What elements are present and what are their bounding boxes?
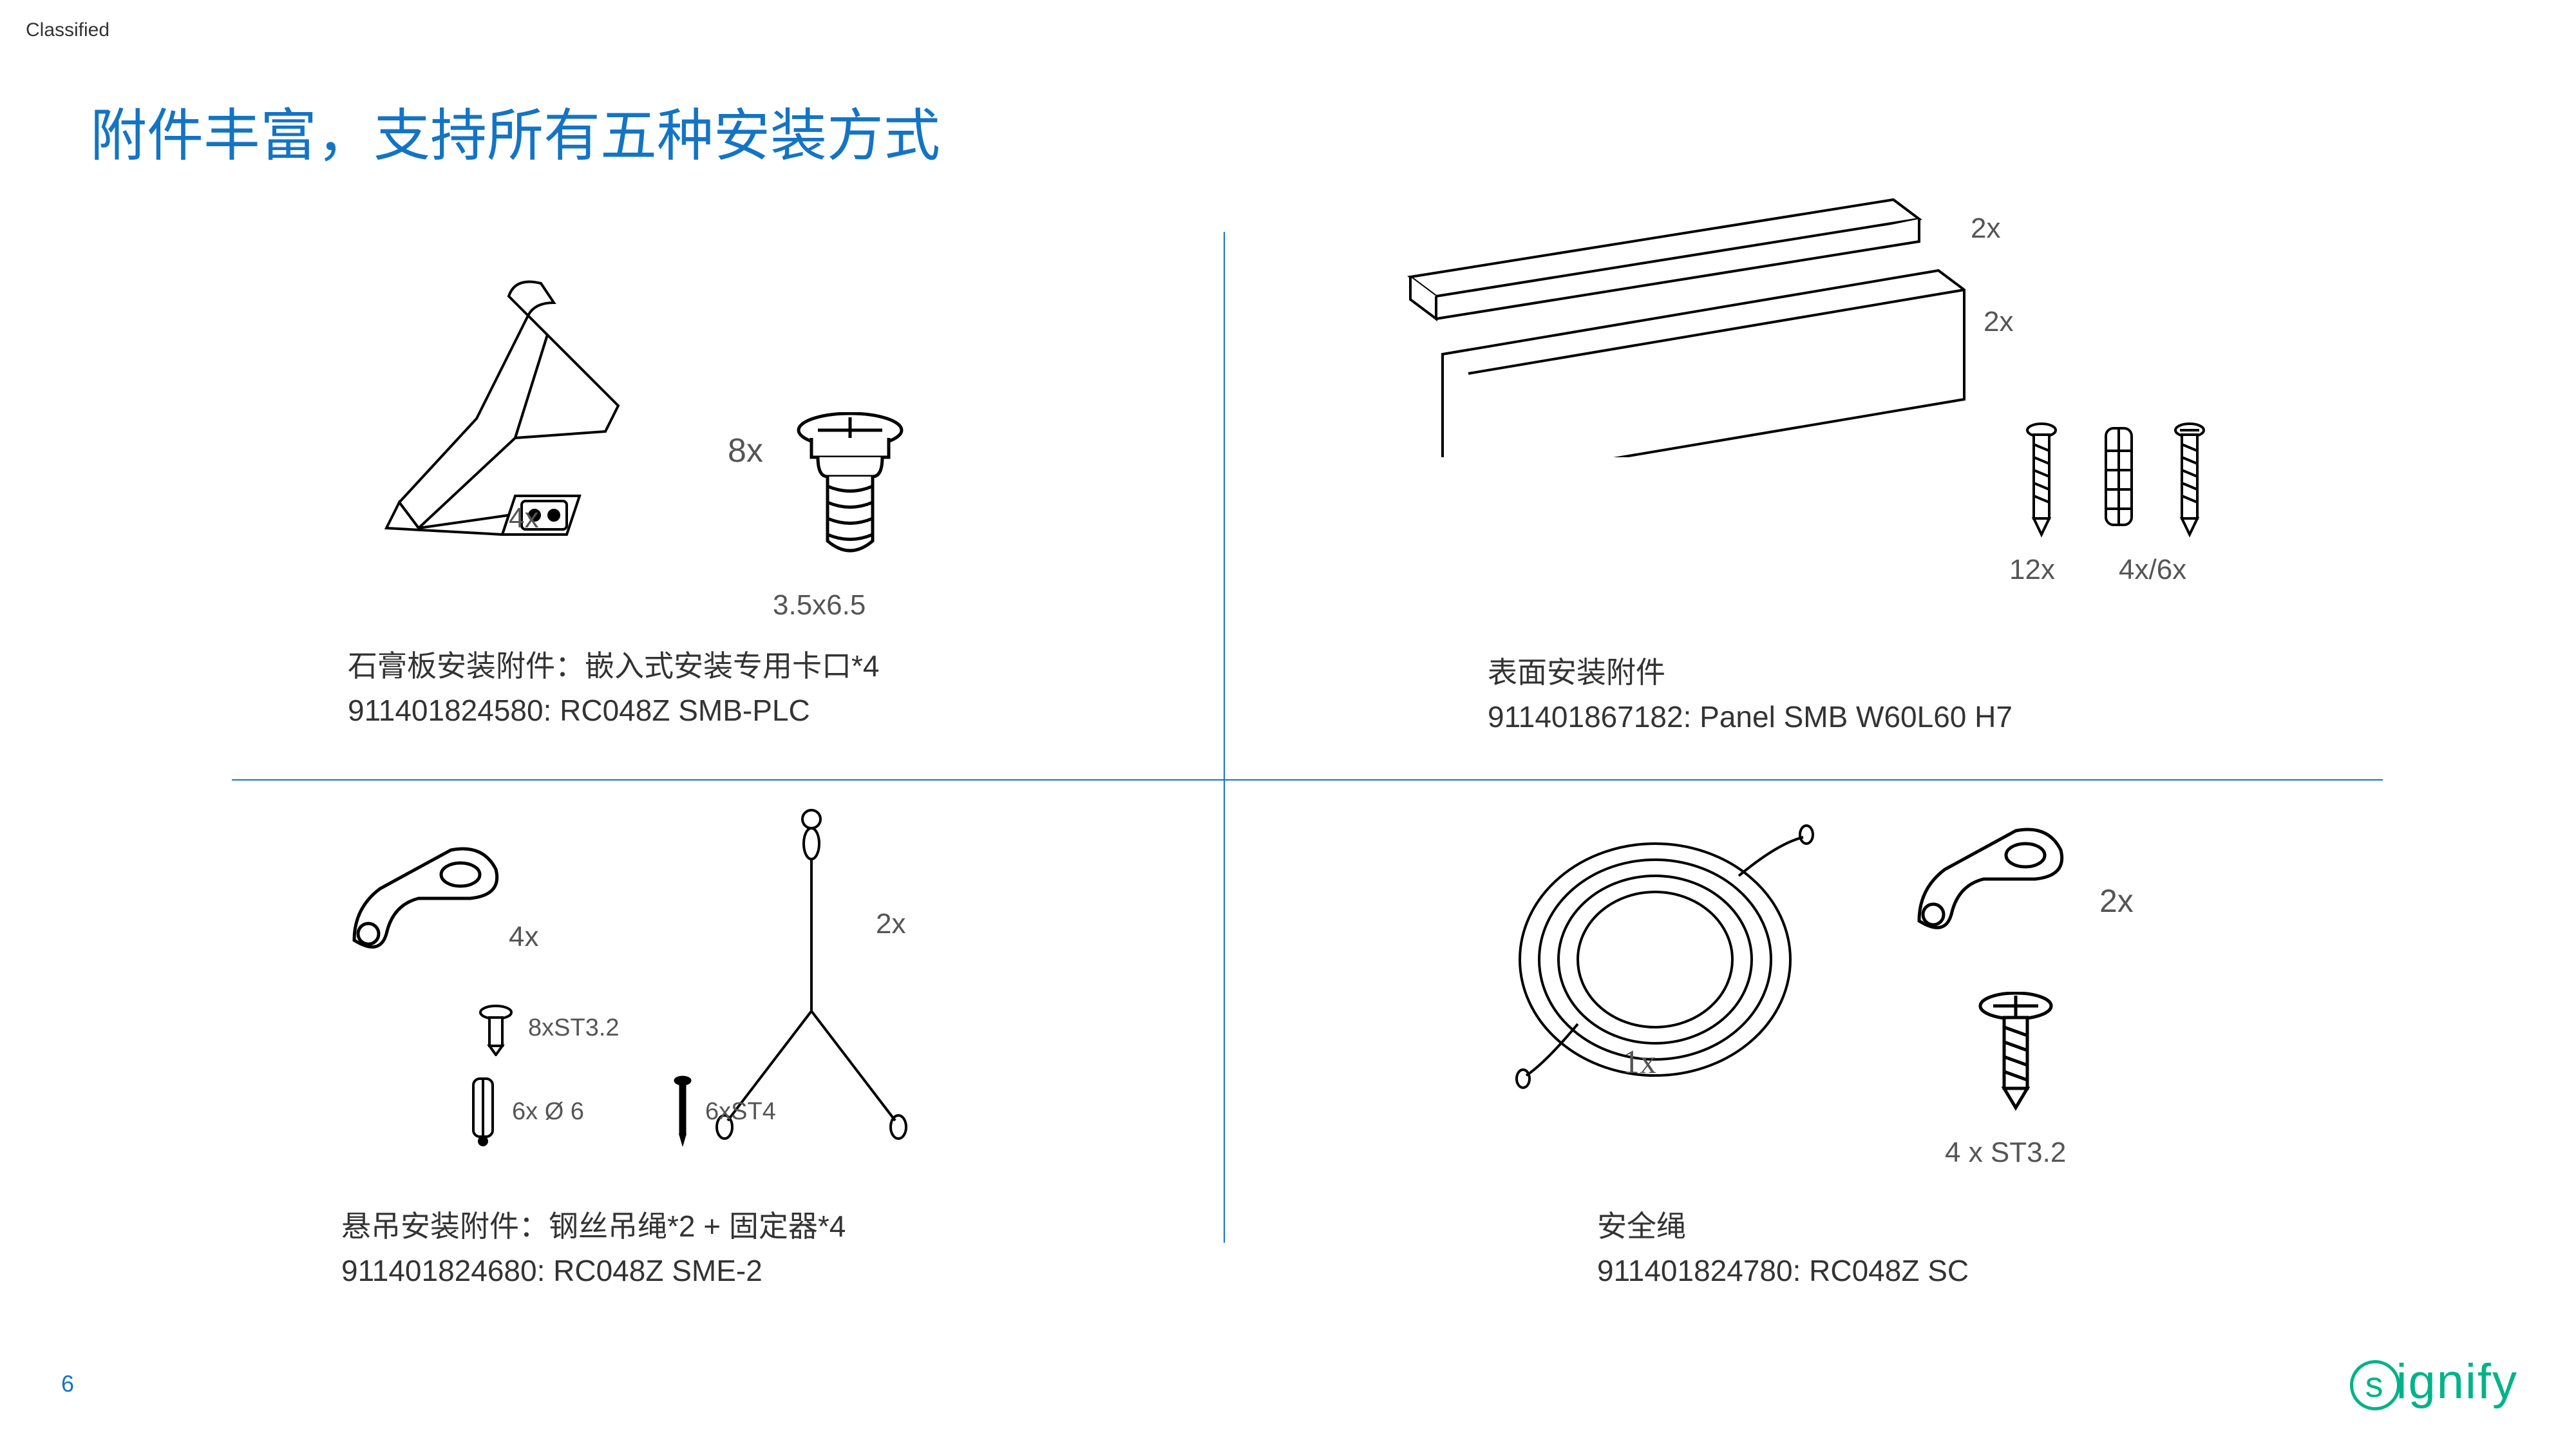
screw-size: 3.5x6.5 <box>773 589 866 621</box>
small-screw-icon <box>477 1005 515 1056</box>
wire-qty: 2x <box>876 908 905 940</box>
logo-text: ignify <box>2396 1354 2518 1409</box>
nail-icon <box>670 1075 696 1146</box>
divider-vertical <box>1224 232 1225 1243</box>
caption-line: 石膏板安装附件：嵌入式安装专用卡口*4 <box>348 644 879 688</box>
rail-top-qty: 2x <box>1971 213 2000 245</box>
caption-q4: 安全绳 911401824780: RC048Z SC <box>1597 1204 1969 1293</box>
caption-q1: 石膏板安装附件：嵌入式安装专用卡口*4 911401824580: RC048Z… <box>348 644 879 733</box>
clip-qty: 4x <box>509 502 538 535</box>
brand-logo: signify <box>2350 1354 2518 1410</box>
logo-icon: s <box>2350 1360 2400 1410</box>
caption-line: 表面安装附件 <box>1488 650 2012 695</box>
screw-qty-q4: 4 x ST3.2 <box>1945 1137 2066 1169</box>
nail-qty: 6xST4 <box>705 1098 776 1126</box>
bracket-illustration-q4 <box>1900 811 2093 940</box>
caption-line: 悬吊安装附件：钢丝吊绳*2 + 固定器*4 <box>341 1204 846 1249</box>
caption-line: 911401824780: RC048Z SC <box>1597 1249 1969 1293</box>
bracket-illustration <box>335 831 528 960</box>
panel-drywall-clip: 4x 8x 3.5x6.5 石膏板安装附件：嵌入式安装专用卡口*4 911401… <box>258 232 1224 779</box>
bracket-qty: 4x <box>509 921 538 953</box>
caption-line: 安全绳 <box>1597 1204 1969 1249</box>
anchor-qty: 6x Ø 6 <box>512 1098 584 1126</box>
small-screw-qty: 8xST3.2 <box>528 1014 620 1042</box>
accessories-grid: 4x 8x 3.5x6.5 石膏板安装附件：嵌入式安装专用卡口*4 911401… <box>258 232 2383 1288</box>
anchors-qty: 4x/6x <box>2119 554 2186 586</box>
caption-q3: 悬吊安装附件：钢丝吊绳*2 + 固定器*4 911401824680: RC04… <box>341 1204 846 1293</box>
screw-illustration <box>779 412 921 580</box>
screw-illustration-q4 <box>1971 992 2061 1121</box>
caption-line: 911401824680: RC048Z SME-2 <box>341 1249 846 1293</box>
anchor-icon <box>467 1075 499 1146</box>
caption-line: 911401867182: Panel SMB W60L60 H7 <box>1488 695 2012 739</box>
panel-suspension: 4x 2x 8xST3.2 <box>258 792 1224 1288</box>
divider-horizontal <box>232 779 2383 781</box>
caption-q2: 表面安装附件 911401867182: Panel SMB W60L60 H7 <box>1488 650 2012 739</box>
bracket-qty-q4: 2x <box>2099 882 2134 920</box>
clip-illustration <box>348 258 747 580</box>
page-title: 附件丰富，支持所有五种安装方式 <box>90 90 940 172</box>
page-number: 6 <box>61 1370 74 1397</box>
panel-surface-mount: 2x 2x 12x 4x/6x <box>1256 232 2383 779</box>
caption-line: 911401824580: RC048Z SMB-PLC <box>348 688 879 733</box>
cable-illustration <box>1494 818 1829 1101</box>
screw-qty: 8x <box>728 431 763 470</box>
rail-bottom-qty: 2x <box>1984 306 2013 338</box>
panel-safety-cable: 1x 2x 4 x ST3.2 安全绳 911401824780: RC048Z… <box>1256 792 2383 1288</box>
cable-qty: 1x <box>1623 1043 1656 1081</box>
classification-label: Classified <box>26 19 109 41</box>
screws-qty: 12x <box>2009 554 2055 586</box>
